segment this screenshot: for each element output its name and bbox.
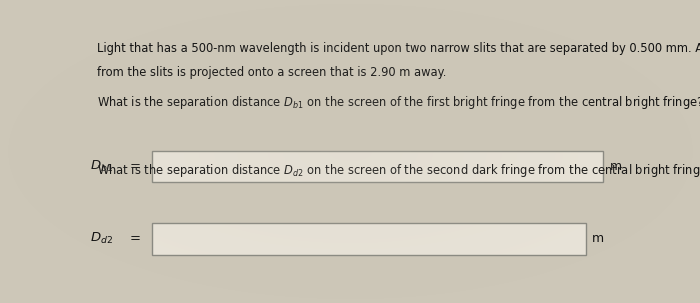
Text: What is the separation distance $D_{b1}$ on the screen of the first bright fring: What is the separation distance $D_{b1}$…: [97, 94, 700, 111]
Text: What is the separation distance $D_{d2}$ on the screen of the second dark fringe: What is the separation distance $D_{d2}$…: [97, 162, 700, 179]
Text: $D_{d2}$: $D_{d2}$: [90, 231, 113, 246]
FancyBboxPatch shape: [151, 151, 603, 182]
Text: $D_{b1}$: $D_{b1}$: [90, 159, 113, 174]
Text: =: =: [130, 160, 140, 173]
Text: from the slits is projected onto a screen that is 2.90 m away.: from the slits is projected onto a scree…: [97, 66, 447, 79]
Text: =: =: [130, 232, 140, 245]
Text: m: m: [592, 232, 604, 245]
FancyBboxPatch shape: [151, 223, 585, 255]
Text: Light that has a 500-nm wavelength is incident upon two narrow slits that are se: Light that has a 500-nm wavelength is in…: [97, 42, 700, 55]
Text: m: m: [610, 160, 622, 173]
